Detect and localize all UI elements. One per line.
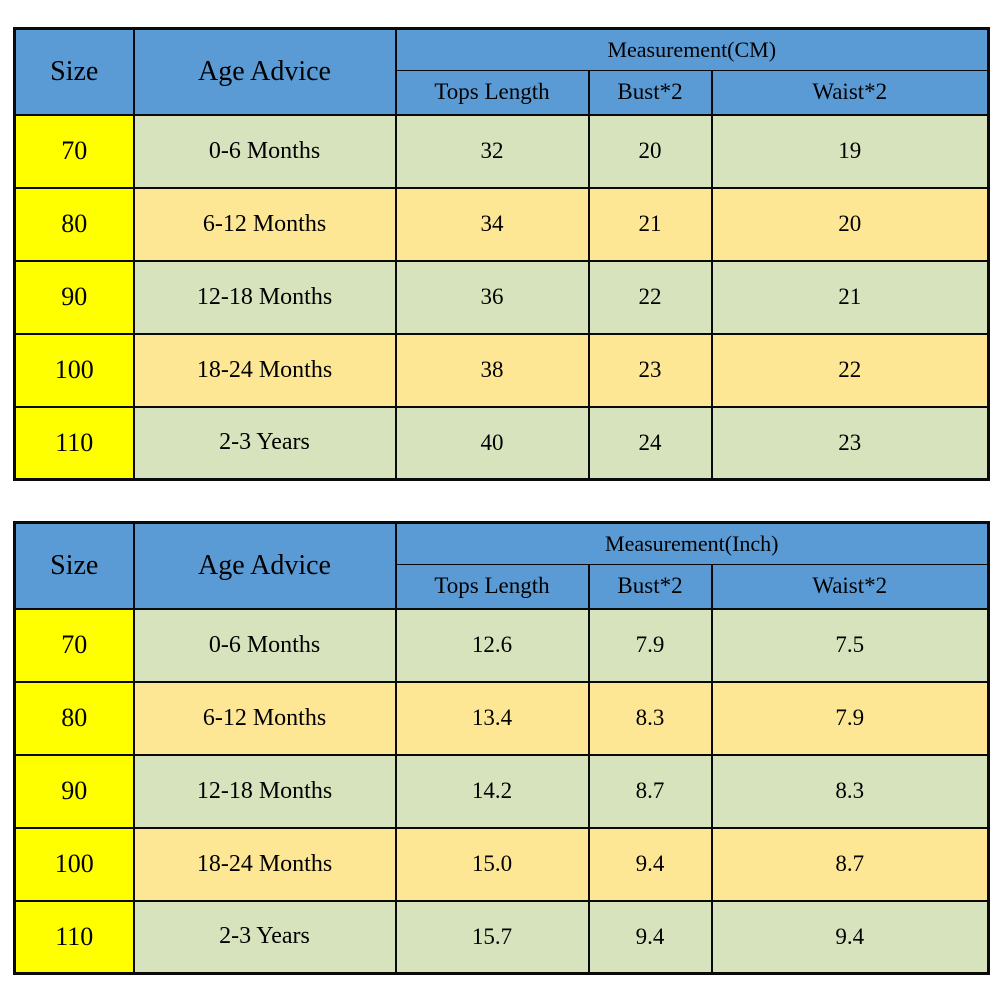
waist-value: 22 xyxy=(710,332,990,408)
size-cell: 70 xyxy=(13,607,135,683)
age-advice-column-header: Age Advice xyxy=(132,521,397,610)
waist-value: 7.5 xyxy=(710,607,990,683)
table-row: 80 6-12 Months 13.4 8.3 7.9 xyxy=(13,680,990,756)
table-row: 90 12-18 Months 14.2 8.7 8.3 xyxy=(13,753,990,829)
size-cell: 80 xyxy=(13,680,135,756)
tops-length-value: 14.2 xyxy=(394,753,590,829)
bust-value: 20 xyxy=(587,113,713,189)
age-cell: 0-6 Months xyxy=(132,607,397,683)
size-chart-inch-table: Size Age Advice Measurement(Inch) Tops L… xyxy=(13,521,991,975)
bust-value: 8.7 xyxy=(587,753,713,829)
tops-length-value: 38 xyxy=(394,332,590,408)
age-cell: 2-3 Years xyxy=(132,899,397,975)
tops-length-value: 15.0 xyxy=(394,826,590,902)
age-cell: 6-12 Months xyxy=(132,680,397,756)
waist-value: 7.9 xyxy=(710,680,990,756)
tops-length-value: 36 xyxy=(394,259,590,335)
table-row: 110 2-3 Years 40 24 23 xyxy=(13,405,990,481)
tops-length-value: 40 xyxy=(394,405,590,481)
table-row: 90 12-18 Months 36 22 21 xyxy=(13,259,990,335)
waist-value: 21 xyxy=(710,259,990,335)
age-cell: 6-12 Months xyxy=(132,186,397,262)
size-column-header: Size xyxy=(13,521,135,610)
tops-length-value: 13.4 xyxy=(394,680,590,756)
measurement-inch-group-header: Measurement(Inch) xyxy=(394,521,990,565)
size-cell: 70 xyxy=(13,113,135,189)
size-chart-page: Size Age Advice Measurement(CM) Tops Len… xyxy=(13,27,991,975)
table-row: 100 18-24 Months 38 23 22 xyxy=(13,332,990,408)
table-row: 70 0-6 Months 12.6 7.9 7.5 xyxy=(13,607,990,683)
tops-length-value: 34 xyxy=(394,186,590,262)
waist-header: Waist*2 xyxy=(710,564,990,610)
size-cell: 110 xyxy=(13,405,135,481)
size-cell: 100 xyxy=(13,826,135,902)
table-row: 110 2-3 Years 15.7 9.4 9.4 xyxy=(13,899,990,975)
table-row: 70 0-6 Months 32 20 19 xyxy=(13,113,990,189)
waist-value: 23 xyxy=(710,405,990,481)
tops-length-value: 15.7 xyxy=(394,899,590,975)
bust-value: 21 xyxy=(587,186,713,262)
size-cell: 80 xyxy=(13,186,135,262)
age-cell: 12-18 Months xyxy=(132,753,397,829)
age-cell: 18-24 Months xyxy=(132,332,397,408)
waist-value: 9.4 xyxy=(710,899,990,975)
tops-length-header: Tops Length xyxy=(394,70,590,116)
size-column-header: Size xyxy=(13,27,135,116)
waist-value: 20 xyxy=(710,186,990,262)
size-cell: 90 xyxy=(13,753,135,829)
size-cell: 90 xyxy=(13,259,135,335)
size-cell: 110 xyxy=(13,899,135,975)
bust-value: 8.3 xyxy=(587,680,713,756)
waist-value: 19 xyxy=(710,113,990,189)
age-cell: 18-24 Months xyxy=(132,826,397,902)
tops-length-header: Tops Length xyxy=(394,564,590,610)
age-cell: 12-18 Months xyxy=(132,259,397,335)
table-row: 100 18-24 Months 15.0 9.4 8.7 xyxy=(13,826,990,902)
size-chart-cm-table: Size Age Advice Measurement(CM) Tops Len… xyxy=(13,27,991,481)
age-cell: 0-6 Months xyxy=(132,113,397,189)
tops-length-value: 12.6 xyxy=(394,607,590,683)
waist-header: Waist*2 xyxy=(710,70,990,116)
waist-value: 8.7 xyxy=(710,826,990,902)
bust-value: 22 xyxy=(587,259,713,335)
bust-header: Bust*2 xyxy=(587,70,713,116)
age-advice-column-header: Age Advice xyxy=(132,27,397,116)
size-cell: 100 xyxy=(13,332,135,408)
measurement-cm-group-header: Measurement(CM) xyxy=(394,27,990,71)
table-row: 80 6-12 Months 34 21 20 xyxy=(13,186,990,262)
bust-header: Bust*2 xyxy=(587,564,713,610)
bust-value: 7.9 xyxy=(587,607,713,683)
age-cell: 2-3 Years xyxy=(132,405,397,481)
bust-value: 9.4 xyxy=(587,826,713,902)
bust-value: 23 xyxy=(587,332,713,408)
bust-value: 24 xyxy=(587,405,713,481)
waist-value: 8.3 xyxy=(710,753,990,829)
bust-value: 9.4 xyxy=(587,899,713,975)
tops-length-value: 32 xyxy=(394,113,590,189)
